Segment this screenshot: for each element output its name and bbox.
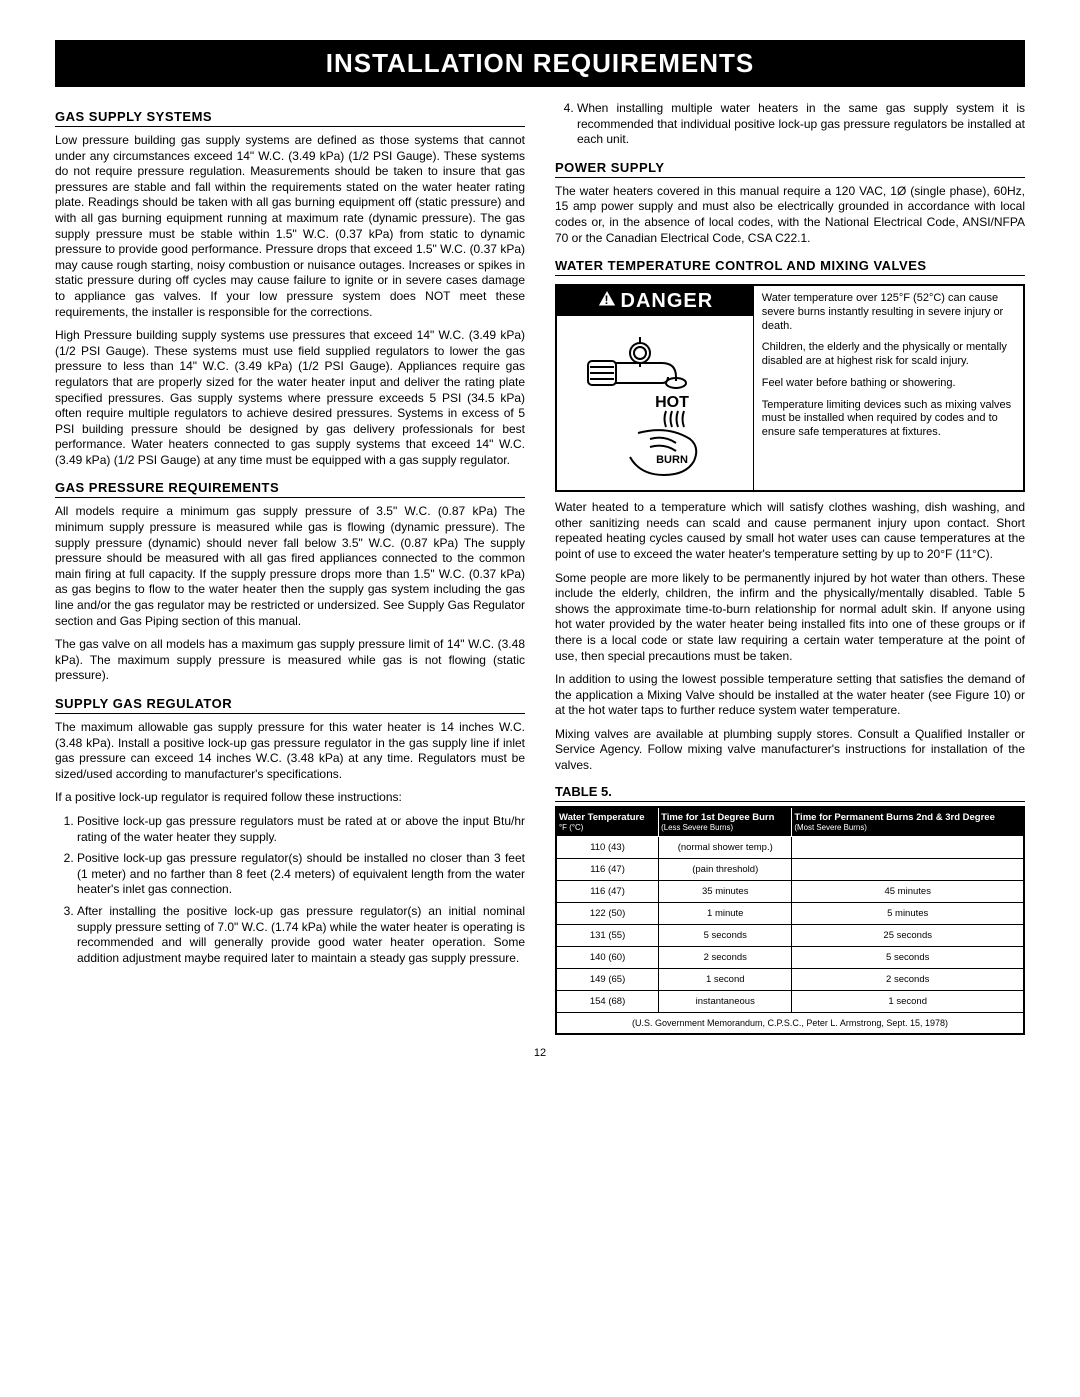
danger-header: ! DANGER [557,286,753,316]
reg-instruction-1: Positive lock-up gas pressure regulators… [77,814,525,845]
reg-instruction-2: Positive lock-up gas pressure regulator(… [77,851,525,898]
supply-reg-para-1: The maximum allowable gas supply pressur… [55,720,525,782]
table-row: 131 (55)5 seconds25 seconds [556,924,1024,946]
table-cell: 140 (60) [556,946,659,968]
svg-text:!: ! [604,293,609,307]
right-column: When installing multiple water heaters i… [555,97,1025,1035]
page-number: 12 [55,1047,1025,1059]
table-footer: (U.S. Government Memorandum, C.P.S.C., P… [556,1012,1024,1034]
reg-instruction-4: When installing multiple water heaters i… [577,101,1025,148]
page-banner: INSTALLATION REQUIREMENTS [55,40,1025,87]
table-cell: 5 seconds [659,924,792,946]
supply-reg-para-2: If a positive lock-up regulator is requi… [55,790,525,806]
danger-label: DANGER [621,290,714,313]
svg-text:BURN: BURN [656,454,688,466]
burn-time-table: Water Temperature°F (°C) Time for 1st De… [555,806,1025,1035]
temp-para-1: Water heated to a temperature which will… [555,500,1025,562]
temp-para-3: In addition to using the lowest possible… [555,672,1025,719]
table-cell: 116 (47) [556,880,659,902]
table-cell: 1 second [792,990,1024,1012]
table-cell [792,836,1024,858]
danger-text-panel: Water temperature over 125°F (52°C) can … [754,286,1023,490]
danger-text-2: Children, the elderly and the physically… [762,341,1015,369]
power-supply-heading: POWER SUPPLY [555,160,1025,178]
table-row: 154 (68)instantaneous1 second [556,990,1024,1012]
table-cell: 1 minute [659,902,792,924]
table-row: 149 (65)1 second2 seconds [556,968,1024,990]
table-cell: 5 seconds [792,946,1024,968]
power-supply-para: The water heaters covered in this manual… [555,184,1025,246]
table-cell: 110 (43) [556,836,659,858]
table-cell: (pain threshold) [659,858,792,880]
two-column-layout: GAS SUPPLY SYSTEMS Low pressure building… [55,97,1025,1035]
danger-left-panel: ! DANGER [557,286,754,490]
table-cell: 2 seconds [659,946,792,968]
table-row: 116 (47)35 minutes45 minutes [556,880,1024,902]
table-row: 140 (60)2 seconds5 seconds [556,946,1024,968]
table-cell: 116 (47) [556,858,659,880]
svg-text:HOT: HOT [655,394,689,411]
reg-instruction-3: After installing the positive lock-up ga… [77,904,525,966]
gas-pressure-para-1: All models require a minimum gas supply … [55,504,525,629]
table-cell: 2 seconds [792,968,1024,990]
table-cell: 131 (55) [556,924,659,946]
col-header-temp: Water Temperature°F (°C) [556,807,659,837]
danger-text-4: Temperature limiting devices such as mix… [762,399,1015,440]
col-header-permanent: Time for Permanent Burns 2nd & 3rd Degre… [792,807,1024,837]
gas-supply-para-2: High Pressure building supply systems us… [55,328,525,468]
table-row: 110 (43)(normal shower temp.) [556,836,1024,858]
table-row: 116 (47)(pain threshold) [556,858,1024,880]
table-cell: 25 seconds [792,924,1024,946]
table-row: 122 (50)1 minute5 minutes [556,902,1024,924]
table-cell: 154 (68) [556,990,659,1012]
danger-text-3: Feel water before bathing or showering. [762,377,1015,391]
temp-para-2: Some people are more likely to be perman… [555,571,1025,665]
regulator-instruction-list-cont: When installing multiple water heaters i… [555,101,1025,148]
water-temp-heading: WATER TEMPERATURE CONTROL AND MIXING VAL… [555,258,1025,276]
gas-supply-heading: GAS SUPPLY SYSTEMS [55,109,525,127]
table-cell: 149 (65) [556,968,659,990]
gas-pressure-heading: GAS PRESSURE REQUIREMENTS [55,480,525,498]
danger-text-1: Water temperature over 125°F (52°C) can … [762,292,1015,333]
burn-table-body: 110 (43)(normal shower temp.)116 (47)(pa… [556,836,1024,1012]
regulator-instruction-list: Positive lock-up gas pressure regulators… [55,814,525,966]
gas-pressure-para-2: The gas valve on all models has a maximu… [55,637,525,684]
table-cell: 35 minutes [659,880,792,902]
gas-supply-para-1: Low pressure building gas supply systems… [55,133,525,320]
supply-reg-heading: SUPPLY GAS REGULATOR [55,696,525,714]
col-header-1st-degree: Time for 1st Degree Burn(Less Severe Bur… [659,807,792,837]
table-cell [792,858,1024,880]
table-5-label: TABLE 5. [555,784,1025,802]
warning-triangle-icon: ! [597,289,617,313]
table-cell: (normal shower temp.) [659,836,792,858]
table-cell: 122 (50) [556,902,659,924]
table-cell: 5 minutes [792,902,1024,924]
table-cell: 1 second [659,968,792,990]
table-cell: instantaneous [659,990,792,1012]
hot-burn-illustration: HOT BURN [557,316,753,490]
temp-para-4: Mixing valves are available at plumbing … [555,727,1025,774]
danger-callout: ! DANGER [555,284,1025,492]
left-column: GAS SUPPLY SYSTEMS Low pressure building… [55,97,525,1035]
table-cell: 45 minutes [792,880,1024,902]
